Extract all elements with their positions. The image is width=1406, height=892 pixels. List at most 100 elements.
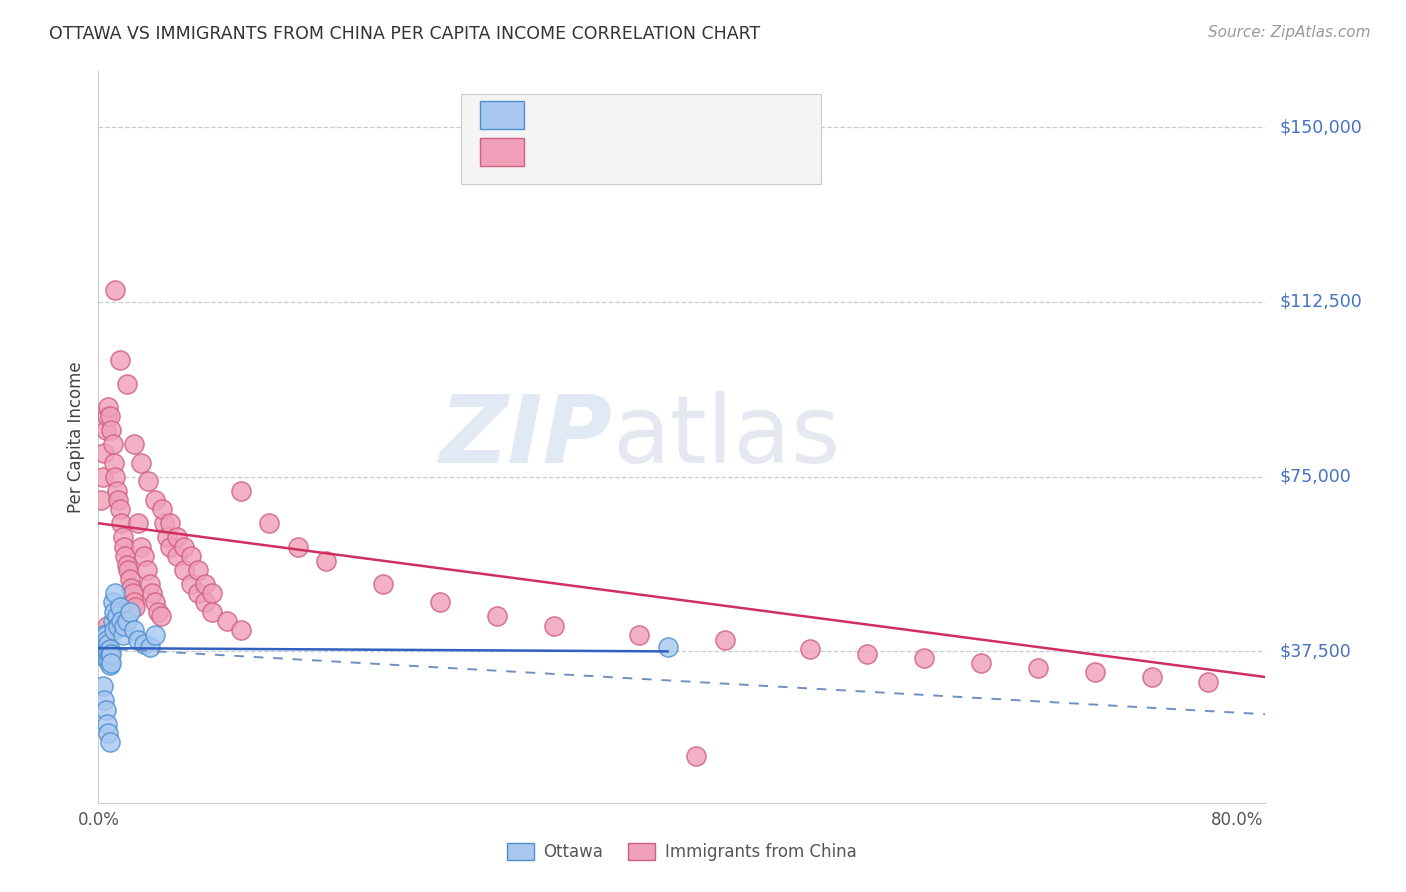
- Point: [135, 563, 157, 577]
- Text: $75,000: $75,000: [1279, 467, 1351, 485]
- Point: [96, 632, 118, 647]
- Point: [107, 619, 129, 633]
- Point: [201, 586, 224, 600]
- Point: [90, 632, 112, 647]
- Point: [103, 624, 125, 638]
- Point: [91, 469, 114, 483]
- Point: [94, 703, 117, 717]
- Point: [110, 614, 132, 628]
- Point: [101, 595, 124, 609]
- Point: [107, 493, 129, 508]
- Point: [912, 651, 935, 665]
- Point: [187, 586, 209, 600]
- Point: [1198, 674, 1220, 689]
- Point: [108, 353, 131, 368]
- Point: [628, 628, 651, 642]
- Point: [91, 679, 114, 693]
- Point: [100, 647, 122, 661]
- Point: [103, 605, 125, 619]
- Point: [94, 423, 117, 437]
- Point: [229, 624, 252, 638]
- Point: [93, 648, 115, 663]
- Point: [173, 540, 195, 554]
- Point: [91, 628, 114, 642]
- Point: [121, 586, 143, 600]
- Point: [127, 516, 149, 531]
- Point: [180, 577, 202, 591]
- FancyBboxPatch shape: [461, 94, 821, 184]
- Point: [132, 549, 155, 563]
- Point: [90, 642, 112, 657]
- Point: [257, 516, 280, 531]
- Text: $150,000: $150,000: [1279, 119, 1362, 136]
- Point: [1084, 665, 1107, 680]
- Point: [93, 446, 115, 460]
- Point: [657, 640, 679, 654]
- Point: [91, 644, 114, 658]
- Point: [129, 456, 152, 470]
- Point: [122, 437, 145, 451]
- Point: [104, 469, 127, 483]
- Point: [105, 609, 128, 624]
- Point: [103, 456, 125, 470]
- Point: [93, 693, 115, 707]
- Point: [96, 716, 118, 731]
- Point: [713, 632, 735, 647]
- Point: [97, 637, 120, 651]
- Point: [371, 577, 394, 591]
- Text: atlas: atlas: [612, 391, 841, 483]
- Point: [129, 540, 152, 554]
- Point: [132, 637, 155, 651]
- Point: [101, 437, 124, 451]
- Point: [152, 502, 174, 516]
- Text: $37,500: $37,500: [1279, 642, 1351, 660]
- Point: [98, 642, 121, 657]
- Point: [93, 631, 115, 645]
- Text: R = -0.094: R = -0.094: [538, 106, 627, 124]
- Point: [97, 400, 120, 414]
- Text: ZIP: ZIP: [439, 391, 612, 483]
- Point: [117, 563, 139, 577]
- Point: [136, 475, 159, 489]
- Point: [115, 614, 138, 628]
- Text: Source: ZipAtlas.com: Source: ZipAtlas.com: [1208, 25, 1371, 40]
- Point: [685, 749, 707, 764]
- Point: [122, 624, 145, 638]
- Point: [97, 654, 120, 668]
- Point: [166, 549, 188, 563]
- Text: R = -0.336: R = -0.336: [538, 143, 627, 161]
- Point: [173, 563, 195, 577]
- Point: [112, 540, 135, 554]
- Text: N = 81: N = 81: [688, 143, 749, 161]
- Point: [98, 658, 121, 673]
- Point: [110, 516, 132, 531]
- Point: [101, 614, 124, 628]
- Point: [96, 651, 118, 665]
- Point: [229, 483, 252, 498]
- Point: [124, 600, 146, 615]
- Point: [104, 586, 127, 600]
- Point: [122, 595, 145, 609]
- Point: [143, 595, 166, 609]
- Point: [138, 640, 160, 654]
- Point: [194, 595, 217, 609]
- Point: [93, 640, 115, 654]
- Point: [94, 644, 117, 658]
- Point: [94, 637, 117, 651]
- Point: [141, 586, 163, 600]
- Point: [100, 656, 122, 670]
- Point: [94, 628, 117, 642]
- Point: [127, 632, 149, 647]
- Point: [118, 605, 141, 619]
- Point: [98, 647, 121, 661]
- Point: [89, 637, 111, 651]
- Y-axis label: Per Capita Income: Per Capita Income: [66, 361, 84, 513]
- Legend: Ottawa, Immigrants from China: Ottawa, Immigrants from China: [501, 836, 863, 868]
- Point: [543, 619, 565, 633]
- Point: [98, 648, 121, 663]
- Point: [799, 642, 821, 657]
- Point: [138, 577, 160, 591]
- Point: [104, 283, 127, 297]
- Point: [159, 516, 181, 531]
- Point: [115, 376, 138, 391]
